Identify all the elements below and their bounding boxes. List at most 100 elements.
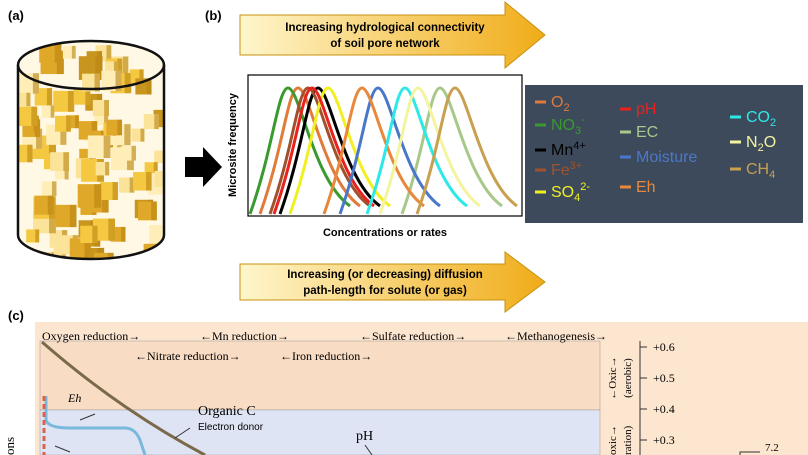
cube-shade	[63, 152, 70, 172]
zone-label: oxic→	[607, 425, 619, 455]
cube-shade	[115, 70, 122, 92]
cube-shade	[121, 226, 126, 242]
arrow-top	[239, 0, 546, 70]
cube-shade	[31, 106, 38, 126]
cube	[94, 252, 114, 259]
cube	[81, 247, 105, 259]
cube-shade	[122, 56, 129, 75]
cube-shade	[140, 128, 145, 142]
legend-label: N2O	[746, 134, 776, 154]
cube-shade	[50, 105, 55, 118]
label-sup: 4+	[573, 140, 586, 152]
cube-shade	[129, 177, 135, 193]
cube-shade	[35, 229, 40, 243]
arrow-text: Increasing (or decreasing) diffusion	[287, 269, 483, 281]
cube-shade	[36, 128, 43, 149]
cube-shade	[52, 181, 57, 197]
cube-shade	[85, 87, 91, 105]
legend-label: O2	[551, 94, 570, 114]
axis-label: +0.6	[653, 340, 675, 354]
legend-label: Fe3+	[551, 160, 582, 179]
process-label: Oxygen reduction→	[42, 329, 140, 343]
zone-label: ←Oxic→	[607, 356, 619, 399]
process-label: ←Methanogenesis→	[505, 329, 607, 343]
cube-shade	[92, 225, 98, 244]
cube-shade	[104, 111, 109, 125]
cube-shade	[26, 92, 31, 107]
cube-shade	[49, 210, 56, 234]
legend-items: O2NO3-Mn4+Fe3+SO42-pHECMoistureEhCO2N2OC…	[535, 94, 776, 204]
legend-label: EC	[636, 124, 658, 141]
cube-shade	[108, 218, 115, 241]
cube-shade	[47, 195, 54, 215]
cube-shade	[102, 191, 109, 213]
process-label: ←Mn reduction→	[200, 329, 289, 343]
cube-shade	[131, 145, 136, 161]
cube-shade	[54, 41, 62, 63]
cube-shade	[105, 161, 110, 176]
label-base: Fe	[551, 162, 570, 179]
frequency-curve	[248, 86, 351, 215]
panel-label: (b)	[205, 8, 222, 23]
label-sub: 2	[758, 142, 764, 154]
frequency-curve	[415, 86, 518, 215]
cube	[149, 224, 164, 246]
cube-shade	[27, 144, 33, 163]
cube-shade	[124, 73, 131, 94]
legend-label: pH	[636, 101, 656, 118]
curve-label: Eh	[67, 391, 81, 405]
label-base: SO	[551, 184, 574, 201]
cube-shade	[94, 73, 100, 92]
cube	[154, 170, 164, 187]
cube-shade	[71, 45, 76, 59]
label-base: CH	[746, 161, 769, 178]
legend-label: CO2	[746, 109, 776, 129]
cube-shade	[107, 252, 114, 259]
legend-label: NO3-	[551, 114, 585, 137]
label-base: pH	[636, 101, 656, 118]
axis-title: ons	[2, 437, 17, 455]
cube-shade	[32, 73, 40, 94]
cube-shade	[139, 69, 144, 84]
axis-label: +0.4	[653, 402, 675, 416]
cube-shade	[112, 182, 118, 200]
cube-shade	[166, 110, 171, 127]
frequency-curve	[272, 86, 375, 215]
curves	[248, 86, 518, 215]
cube-shade	[60, 124, 67, 145]
cylinder-top	[16, 39, 166, 91]
cube-shade	[66, 115, 71, 132]
label-base: O	[764, 134, 776, 151]
frequency-curve	[322, 86, 425, 215]
legend-label: Moisture	[636, 149, 697, 166]
eh-line	[44, 396, 147, 455]
cube	[154, 150, 164, 164]
cube-shade	[166, 171, 171, 187]
x-label: Concentrations or rates	[323, 227, 447, 239]
frequency-curve	[365, 86, 468, 215]
arrow-bottom	[239, 251, 546, 313]
label-sub: 2	[563, 102, 569, 114]
cube-shade	[67, 90, 75, 112]
arrow	[185, 147, 222, 187]
cube-shade	[75, 115, 79, 129]
cube-shade	[153, 162, 158, 176]
process-label: ←Nitrate reduction→	[135, 349, 241, 363]
label-base: NO	[551, 117, 575, 134]
label-base: EC	[636, 124, 658, 141]
label-base: N	[746, 134, 758, 151]
label-base: Moisture	[636, 149, 697, 166]
suboxic-zone	[39, 409, 601, 455]
label-base: CO	[746, 109, 770, 126]
arrow-text: of soil pore network	[330, 38, 440, 50]
label-sub: 3	[575, 125, 581, 137]
label-sub: 4	[574, 192, 580, 204]
process-label: ←Iron reduction→	[280, 349, 372, 363]
cube-shade	[146, 78, 152, 95]
cube-shade	[154, 114, 159, 130]
label-base: Eh	[636, 179, 656, 196]
legend-label: Mn4+	[551, 140, 586, 159]
label-sup: -	[581, 114, 585, 126]
curve-label: Electron donor	[198, 422, 264, 433]
